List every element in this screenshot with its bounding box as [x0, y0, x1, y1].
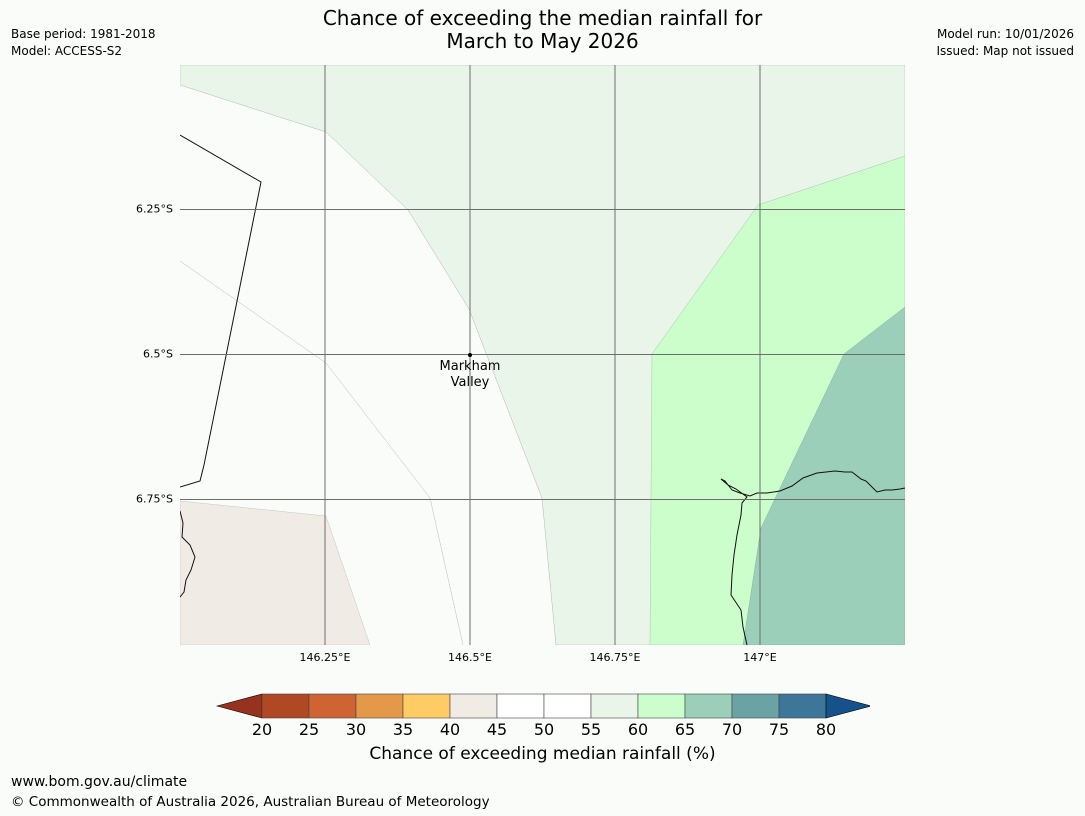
model-run-text: Model run: 10/01/2026 [936, 27, 1074, 41]
markham-valley-marker[interactable] [468, 353, 472, 357]
colorbar-tick-label: 35 [392, 720, 414, 739]
colorbar-tick-label: 55 [580, 720, 602, 739]
contour-line-1 [180, 260, 464, 645]
model-text: Model: ACCESS-S2 [11, 43, 123, 58]
lat-label-6-75: 6.75°S [136, 492, 173, 506]
colorbar-segment [590, 693, 639, 719]
colorbar-tick-label: 45 [486, 720, 508, 739]
colorbar-tick-label: 60 [627, 720, 649, 739]
colorbar [216, 693, 870, 719]
coastline-west [180, 510, 196, 598]
colorbar-tick-label: 25 [298, 720, 320, 739]
place-name-line-1: Markham [439, 359, 501, 374]
colorbar-tick-label: 30 [345, 720, 367, 739]
header-right-info: Model run: 10/01/2026 Issued: Map not is… [936, 26, 1074, 59]
title-line-2: March to May 2026 [446, 29, 639, 53]
colorbar-segment [731, 693, 780, 719]
colorbar-tick-label: 65 [674, 720, 696, 739]
lon-label-146-5: 146.5°E [448, 651, 492, 664]
colorbar-tick-label: 20 [251, 720, 273, 739]
colorbar-label: Chance of exceeding median rainfall (%) [369, 744, 716, 764]
colorbar-over-triangle [825, 693, 870, 719]
colorbar-tick-label: 80 [815, 720, 837, 739]
colorbar-segment [308, 693, 357, 719]
lon-label-147: 147°E [743, 651, 777, 664]
zone-65-70 [742, 306, 905, 645]
colorbar-segment [355, 693, 404, 719]
zone-40-45 [180, 500, 371, 645]
copyright-text: © Commonwealth of Australia 2026, Austra… [11, 794, 490, 810]
colorbar-segment [778, 693, 827, 719]
colorbar-segment [402, 693, 451, 719]
colorbar-segment [496, 693, 545, 719]
lon-label-146-25: 146.25°E [299, 651, 351, 664]
lat-label-6-25: 6.25°S [136, 202, 173, 216]
base-period-text: Base period: 1981-2018 [11, 27, 156, 41]
colorbar-under-triangle [216, 693, 263, 719]
website-link[interactable]: www.bom.gov.au/climate [11, 774, 188, 790]
colorbar-segment [543, 693, 592, 719]
header-left-info: Base period: 1981-2018 Model: ACCESS-S2 [11, 26, 156, 59]
colorbar-segment [637, 693, 686, 719]
lat-label-6-5: 6.5°S [143, 347, 173, 361]
colorbar-segment [261, 693, 310, 719]
colorbar-tick-label: 50 [533, 720, 555, 739]
place-name-line-2: Valley [450, 375, 490, 390]
coastline-huon-gulf [720, 470, 905, 645]
place-label-markham-valley: Markham Valley [420, 359, 520, 391]
colorbar-tick-label: 75 [768, 720, 790, 739]
title-line-1: Chance of exceeding the median rainfall … [322, 6, 763, 30]
colorbar-segment [684, 693, 733, 719]
border-line [180, 134, 262, 488]
map-title: Chance of exceeding the median rainfall … [0, 7, 1085, 53]
lon-label-146-75: 146.75°E [589, 651, 641, 664]
colorbar-tick-label: 40 [439, 720, 461, 739]
issued-text: Issued: Map not issued [936, 43, 1074, 58]
rainfall-map[interactable] [180, 65, 905, 645]
colorbar-segment [449, 693, 498, 719]
colorbar-tick-label: 70 [721, 720, 743, 739]
